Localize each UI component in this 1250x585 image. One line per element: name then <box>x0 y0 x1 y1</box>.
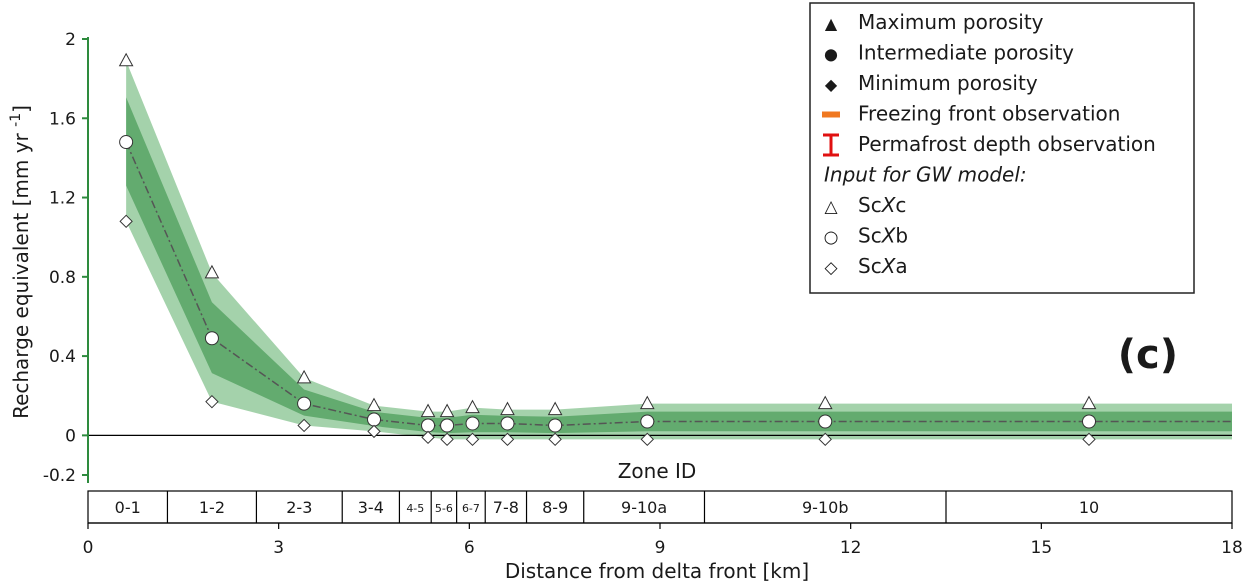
triangle-marker <box>500 401 515 416</box>
circle-marker <box>1082 414 1096 429</box>
zone-axis-title: Zone ID <box>618 459 697 483</box>
y-tick-label: 1.6 <box>49 109 76 129</box>
triangle-marker <box>1081 395 1097 410</box>
x-ticks: 0 3 6 9 12 15 18 <box>83 522 1243 558</box>
legend-label: Freezing front observation <box>858 102 1120 126</box>
diamond-marker <box>640 432 654 447</box>
legend-symbol: ▲ <box>825 14 838 33</box>
freezing-front-swatch <box>822 111 840 118</box>
x-tick-label: 15 <box>1031 538 1053 558</box>
triangle-marker <box>639 395 655 410</box>
zone-label: 5-6 <box>435 502 453 515</box>
circle-marker <box>421 418 436 433</box>
uncertainty-band <box>126 60 1233 440</box>
x-tick-label: 9 <box>655 538 666 558</box>
panel-label: (c) <box>1118 332 1178 378</box>
x-axis-title: Distance from delta front [km] <box>505 559 809 583</box>
circle-marker <box>297 396 312 411</box>
diamond-marker <box>465 432 480 447</box>
legend-label: ScXb <box>858 224 908 248</box>
zone-label: 2-3 <box>286 498 312 517</box>
diamond-marker <box>1082 432 1096 447</box>
zone-bar: 0-1 1-2 2-3 3-4 4-5 5-6 6-7 7-8 8-9 9-10a 9-10b 10 <box>87 490 1233 524</box>
circle-marker <box>204 331 219 346</box>
legend-label: Minimum porosity <box>858 71 1038 95</box>
x-tick-label: 6 <box>464 538 475 558</box>
triangle-marker <box>547 401 563 416</box>
legend-label: Maximum porosity <box>858 10 1044 34</box>
triangle-marker <box>204 264 220 279</box>
legend-symbol: ○ <box>824 228 839 248</box>
triangle-marker <box>366 397 382 412</box>
circle-marker <box>640 414 655 429</box>
x-tick-label: 12 <box>840 538 862 558</box>
legend-label: Permafrost depth observation <box>858 132 1156 156</box>
legend-frame <box>809 2 1195 294</box>
triangle-marker <box>465 399 480 414</box>
diamond-marker <box>421 430 435 445</box>
permafrost-errorbar-swatch <box>823 133 839 157</box>
legend-symbol: ◇ <box>824 258 838 278</box>
y-axis-title: Recharge equivalent [mm yr -1] <box>8 105 33 419</box>
diamond-marker <box>205 394 219 409</box>
legend-label: ScXa <box>858 254 908 278</box>
zone-label: 4-5 <box>406 502 424 515</box>
band-outer <box>126 60 1233 440</box>
zone-label: 8-9 <box>542 498 568 517</box>
y-tick-label: 0.8 <box>49 268 76 288</box>
legend-label: ScXc <box>858 193 906 217</box>
y-axis-title-unit-exponent: -1 <box>8 113 24 127</box>
circle-marker <box>465 416 480 431</box>
circle-marker <box>548 418 563 433</box>
x-tick-label: 18 <box>1221 538 1243 558</box>
y-ticks: 2 1.6 1.2 0.8 0.4 0 -0.2 <box>43 30 88 486</box>
zone-label: 3-4 <box>358 498 384 517</box>
circle-marker <box>119 135 134 150</box>
diamond-marker <box>818 432 832 447</box>
diamond-marker <box>367 424 381 439</box>
zone-label: 1-2 <box>199 498 225 517</box>
zone-label: 6-7 <box>462 502 480 515</box>
zone-label: 9-10a <box>621 498 667 517</box>
legend-symbol: ◆ <box>825 75 838 94</box>
y-tick-label: 0.4 <box>49 347 76 367</box>
y-tick-label: 0 <box>65 426 76 446</box>
triangle-marker <box>420 403 436 418</box>
y-tick-label: -0.2 <box>43 466 76 486</box>
zone-label: 7-8 <box>493 498 519 517</box>
triangle-marker <box>118 52 134 67</box>
circle-marker <box>500 416 515 431</box>
circle-marker <box>818 414 833 429</box>
triangle-marker <box>817 395 833 410</box>
diamond-marker <box>440 432 454 447</box>
diamond-marker <box>119 214 133 229</box>
zone-bar-frame <box>87 490 1233 524</box>
zone-label: 10 <box>1079 498 1099 517</box>
diamond-marker <box>297 418 311 433</box>
diamond-marker <box>548 432 562 447</box>
legend-label: Intermediate porosity <box>858 41 1074 65</box>
legend-subheading: Input for GW model: <box>824 163 1027 187</box>
x-tick-label: 0 <box>83 538 94 558</box>
zone-label: 0-1 <box>115 498 141 517</box>
legend: ▲ Maximum porosity ● Intermediate porosity ◆… <box>809 2 1195 294</box>
circle-marker <box>440 418 455 433</box>
y-tick-label: 2 <box>65 30 76 50</box>
legend-symbol: △ <box>824 197 838 217</box>
legend-symbol: ● <box>824 45 838 64</box>
x-tick-label: 3 <box>273 538 284 558</box>
triangle-marker <box>296 369 312 384</box>
zone-label: 9-10b <box>802 498 848 517</box>
data-markers <box>118 52 1097 447</box>
y-tick-label: 1.2 <box>49 189 76 209</box>
circle-marker <box>367 412 381 427</box>
diamond-marker <box>500 432 515 447</box>
triangle-marker <box>439 403 455 418</box>
